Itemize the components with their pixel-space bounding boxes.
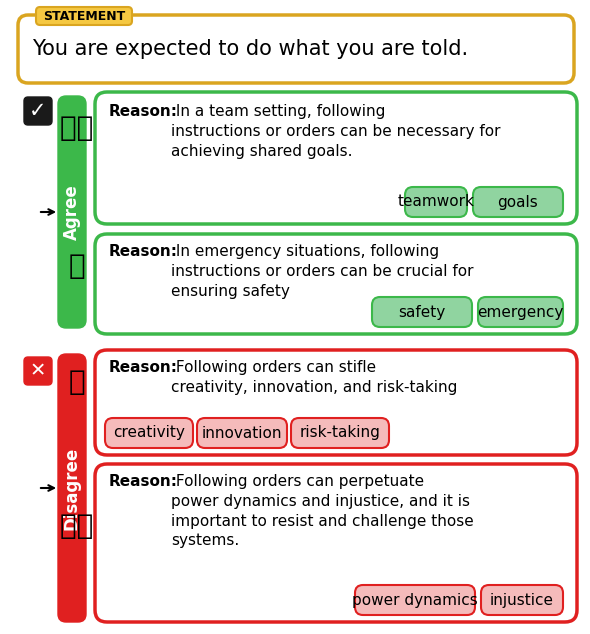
FancyBboxPatch shape (58, 354, 86, 622)
FancyBboxPatch shape (405, 187, 467, 217)
Text: teamwork: teamwork (398, 195, 474, 209)
Text: safety: safety (398, 304, 445, 320)
Text: 👧: 👧 (68, 368, 86, 396)
Text: In emergency situations, following
instructions or orders can be crucial for
ens: In emergency situations, following instr… (171, 244, 474, 299)
Text: creativity: creativity (113, 425, 185, 441)
Text: STATEMENT: STATEMENT (43, 10, 125, 22)
FancyBboxPatch shape (478, 297, 563, 327)
Text: Reason:: Reason: (109, 104, 178, 119)
FancyBboxPatch shape (481, 585, 563, 615)
FancyBboxPatch shape (58, 96, 86, 328)
Text: ✕: ✕ (30, 361, 46, 380)
Text: Agree: Agree (63, 184, 81, 240)
FancyBboxPatch shape (18, 15, 574, 83)
Text: 👩‍🦱: 👩‍🦱 (60, 512, 94, 540)
Text: In a team setting, following
instructions or orders can be necessary for
achievi: In a team setting, following instruction… (171, 104, 500, 158)
Text: Following orders can stifle
creativity, innovation, and risk-taking: Following orders can stifle creativity, … (171, 360, 457, 395)
Text: You are expected to do what you are told.: You are expected to do what you are told… (32, 39, 468, 59)
Text: power dynamics: power dynamics (352, 593, 478, 607)
Text: Following orders can perpetuate
power dynamics and injustice, and it is
importan: Following orders can perpetuate power dy… (171, 474, 474, 548)
Text: Reason:: Reason: (109, 244, 178, 259)
Text: Disagree: Disagree (63, 446, 81, 529)
FancyBboxPatch shape (95, 92, 577, 224)
FancyBboxPatch shape (355, 585, 475, 615)
FancyBboxPatch shape (95, 464, 577, 622)
FancyBboxPatch shape (36, 7, 132, 25)
Text: 👩‍🦰: 👩‍🦰 (60, 114, 94, 142)
FancyBboxPatch shape (291, 418, 389, 448)
FancyBboxPatch shape (473, 187, 563, 217)
FancyBboxPatch shape (24, 357, 52, 385)
Text: innovation: innovation (202, 425, 282, 441)
Text: Reason:: Reason: (109, 474, 178, 489)
FancyBboxPatch shape (105, 418, 193, 448)
Text: goals: goals (497, 195, 538, 209)
Text: Reason:: Reason: (109, 360, 178, 375)
Text: 👴: 👴 (68, 252, 86, 280)
Text: injustice: injustice (490, 593, 554, 607)
Text: ✓: ✓ (30, 101, 47, 121)
Text: emergency: emergency (477, 304, 563, 320)
FancyBboxPatch shape (95, 350, 577, 455)
FancyBboxPatch shape (24, 97, 52, 125)
FancyBboxPatch shape (197, 418, 287, 448)
FancyBboxPatch shape (372, 297, 472, 327)
Text: risk-taking: risk-taking (300, 425, 381, 441)
FancyBboxPatch shape (95, 234, 577, 334)
